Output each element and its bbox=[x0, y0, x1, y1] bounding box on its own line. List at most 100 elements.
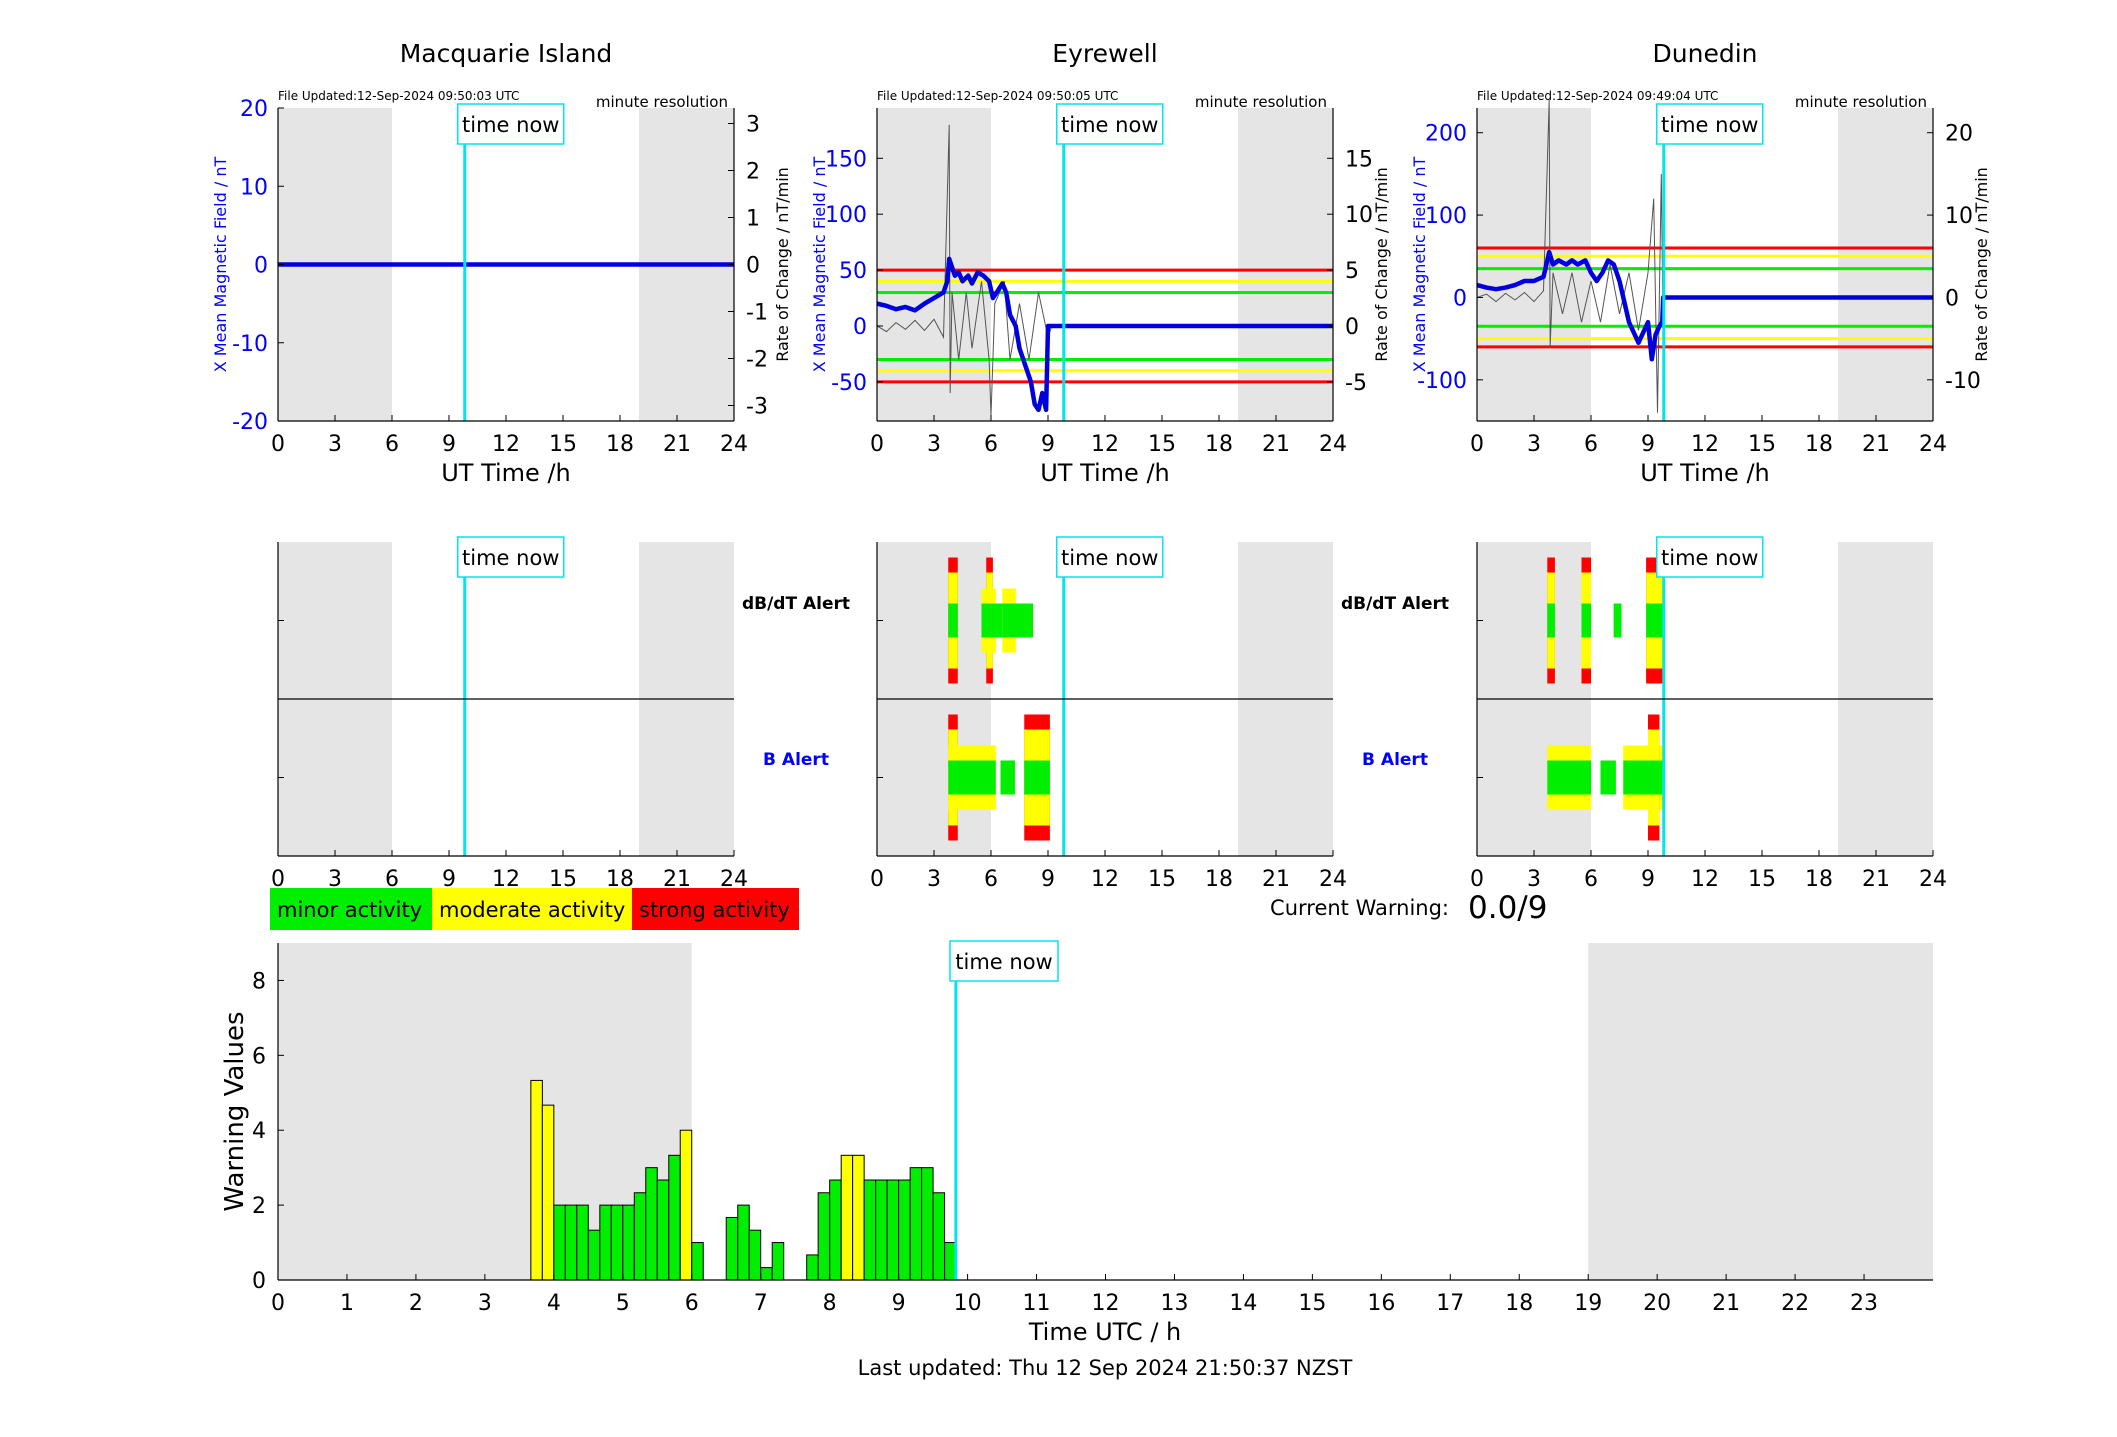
right-tick-label: 2 bbox=[746, 160, 760, 185]
left-y-axis-label: X Mean Magnetic Field / nT bbox=[1410, 157, 1429, 373]
warning-bar bbox=[875, 1179, 888, 1281]
right-tick-label: 15 bbox=[1345, 147, 1373, 172]
left-tick-label: 20 bbox=[240, 97, 268, 122]
right-tick-label: -3 bbox=[746, 394, 768, 419]
x-tick-label: 12 bbox=[1091, 867, 1119, 892]
resolution-label: minute resolution bbox=[596, 93, 728, 111]
x-tick-label: 0 bbox=[1470, 867, 1484, 892]
x-tick-label: 24 bbox=[720, 867, 748, 892]
time-now-box bbox=[1056, 103, 1164, 145]
x-tick-label: 15 bbox=[1748, 432, 1776, 457]
dbdt-alert-green-band bbox=[1581, 603, 1591, 638]
right-tick-label: 10 bbox=[1945, 204, 1973, 229]
x-tick-label: 5 bbox=[616, 1291, 630, 1316]
time-now-label: time now bbox=[1661, 113, 1758, 137]
b-alert-green-band bbox=[948, 760, 996, 795]
x-tick-label: 18 bbox=[1205, 432, 1233, 457]
right-tick-label: 20 bbox=[1945, 122, 1973, 147]
warning-bar bbox=[599, 1204, 612, 1281]
warning-bar bbox=[771, 1242, 785, 1281]
x-tick-label: 8 bbox=[823, 1291, 837, 1316]
right-tick-label: 3 bbox=[746, 113, 760, 138]
warning-bar bbox=[610, 1204, 624, 1281]
warning-bar bbox=[622, 1204, 635, 1281]
x-tick-label: 9 bbox=[1641, 432, 1655, 457]
x-tick-label: 17 bbox=[1436, 1291, 1464, 1316]
dbdt-alert-green-band bbox=[995, 603, 1003, 638]
time-now-box bbox=[457, 536, 565, 578]
x-tick-label: 0 bbox=[870, 432, 884, 457]
x-tick-label: 9 bbox=[892, 1291, 906, 1316]
station-title: Macquarie Island bbox=[400, 39, 613, 68]
time-now-label: time now bbox=[1661, 546, 1758, 570]
x-tick-label: 18 bbox=[1805, 432, 1833, 457]
x-tick-label: 21 bbox=[1862, 432, 1890, 457]
dbdt-alert-green-band bbox=[1613, 603, 1622, 638]
right-tick-label: 0 bbox=[746, 254, 760, 279]
time-now-box bbox=[457, 103, 565, 145]
right-y-axis-label: Rate of Change / nT/min bbox=[1972, 167, 1991, 362]
warning-bar bbox=[829, 1179, 842, 1281]
x-tick-label: 12 bbox=[1691, 867, 1719, 892]
x-tick-label: 12 bbox=[1092, 1291, 1120, 1316]
x-tick-label: 3 bbox=[478, 1291, 492, 1316]
x-tick-label: 21 bbox=[1862, 867, 1890, 892]
x-tick-label: 1 bbox=[340, 1291, 354, 1316]
legend-swatch-0 bbox=[270, 888, 432, 930]
x-tick-label: 18 bbox=[606, 432, 634, 457]
left-tick-label: -10 bbox=[232, 332, 268, 357]
night-shade bbox=[1238, 108, 1333, 421]
legend-swatch-2 bbox=[632, 888, 799, 930]
warning-bar bbox=[909, 1167, 923, 1281]
x-tick-label: 21 bbox=[1712, 1291, 1740, 1316]
x-tick-label: 0 bbox=[271, 867, 285, 892]
left-tick-label: 10 bbox=[240, 175, 268, 200]
station-title: Dunedin bbox=[1653, 39, 1758, 68]
dbdt-alert-label: dB/dT Alert bbox=[742, 594, 850, 614]
y-axis-label: Warning Values bbox=[220, 1011, 250, 1211]
night-shade bbox=[1838, 108, 1933, 421]
y-tick-label: 8 bbox=[252, 969, 266, 994]
right-tick-label: -1 bbox=[746, 300, 768, 325]
x-tick-label: 9 bbox=[1641, 867, 1655, 892]
x-tick-label: 18 bbox=[1205, 867, 1233, 892]
warning-bar bbox=[541, 1104, 555, 1281]
x-tick-label: 21 bbox=[663, 432, 691, 457]
x-tick-label: 10 bbox=[954, 1291, 982, 1316]
x-tick-label: 15 bbox=[1148, 867, 1176, 892]
warning-bar bbox=[645, 1167, 658, 1281]
warning-bar bbox=[863, 1179, 877, 1281]
time-now-box bbox=[1656, 103, 1764, 145]
rate-of-change-series bbox=[876, 124, 1333, 416]
station-title: Eyrewell bbox=[1052, 39, 1157, 68]
current-warning-label: Current Warning: bbox=[1270, 896, 1449, 920]
b-alert-label: B Alert bbox=[763, 750, 829, 770]
time-now-label: time now bbox=[462, 113, 559, 137]
x-tick-label: 24 bbox=[1919, 432, 1947, 457]
dbdt-alert-green-band bbox=[1015, 603, 1029, 638]
warning-bar bbox=[668, 1154, 681, 1281]
y-tick-label: 6 bbox=[252, 1044, 266, 1069]
x-tick-label: 15 bbox=[1298, 1291, 1326, 1316]
x-tick-label: 15 bbox=[1148, 432, 1176, 457]
b-alert-green-band bbox=[1547, 760, 1591, 795]
dbdt-alert-green-band bbox=[948, 603, 958, 638]
resolution-label: minute resolution bbox=[1795, 93, 1927, 111]
left-y-axis-label: X Mean Magnetic Field / nT bbox=[810, 157, 829, 373]
night-shade bbox=[1477, 108, 1591, 421]
warning-bar bbox=[691, 1242, 704, 1281]
x-tick-label: 4 bbox=[547, 1291, 561, 1316]
y-tick-label: 0 bbox=[252, 1269, 266, 1294]
x-tick-label: 3 bbox=[328, 867, 342, 892]
x-tick-label: 12 bbox=[492, 867, 520, 892]
warning-bar bbox=[530, 1079, 543, 1281]
left-tick-label: 200 bbox=[1425, 122, 1467, 147]
x-tick-label: 12 bbox=[1691, 432, 1719, 457]
x-tick-label: 9 bbox=[1041, 432, 1055, 457]
warning-bar bbox=[898, 1179, 911, 1281]
right-tick-label: -5 bbox=[1345, 371, 1367, 396]
x-tick-label: 20 bbox=[1643, 1291, 1671, 1316]
